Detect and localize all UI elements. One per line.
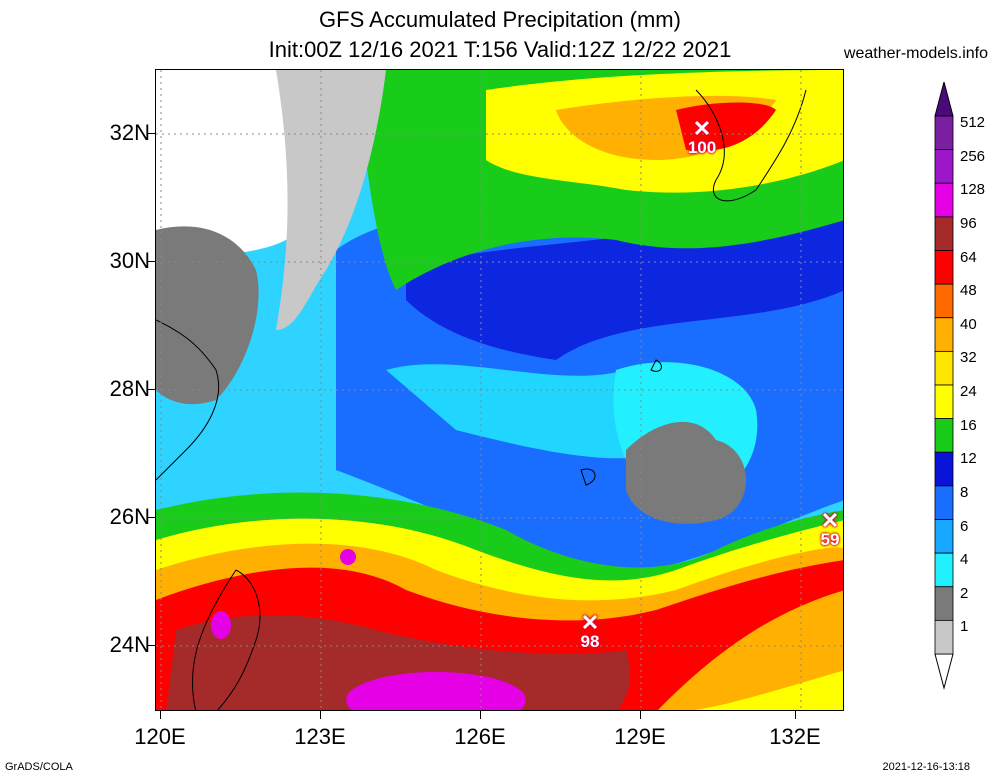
lon-tick (795, 711, 796, 719)
colorbar-label: 24 (960, 383, 977, 400)
colorbar (934, 82, 954, 690)
map-title: GFS Accumulated Precipitation (mm) (319, 7, 681, 32)
colorbar-label: 1 (960, 618, 969, 636)
colorbar-segment (934, 519, 954, 554)
colorbar-segment (934, 115, 954, 151)
lat-label: 24N (109, 632, 150, 657)
lat-label: 28N (109, 376, 150, 401)
colorbar-label: 4 (960, 551, 969, 569)
cross-icon: ✕ (820, 508, 840, 533)
site-credit: weather-models.info (843, 45, 988, 62)
max-marker-south: ✕ 98 (560, 610, 620, 652)
colorbar-segment (934, 250, 954, 285)
colorbar-segment (934, 619, 954, 655)
lat-label: 26N (109, 504, 150, 529)
footer-credit: GrADS/COLA (5, 761, 73, 773)
colorbar-label: 6 (960, 517, 969, 535)
lat-label: 32N (109, 120, 150, 145)
colorbar-segment (934, 552, 954, 588)
lat-label: 30N (109, 248, 150, 273)
colorbar-label: 96 (960, 214, 977, 232)
colorbar-segment (934, 317, 954, 352)
lon-label: 132E (769, 724, 821, 749)
footer-timestamp: 2021-12-16-13:18 (882, 761, 970, 773)
colorbar-bottom-arrow (934, 653, 954, 690)
lat-tick (147, 517, 155, 518)
lon-label: 120E (134, 724, 186, 749)
precipitation-map (155, 69, 844, 711)
colorbar-label: 48 (960, 282, 977, 300)
colorbar-segment (934, 384, 954, 420)
lon-tick (640, 711, 641, 719)
colorbar-segment (934, 283, 954, 319)
cross-icon: ✕ (692, 116, 712, 141)
lat-tick (147, 645, 155, 646)
colorbar-label: 12 (960, 450, 977, 468)
colorbar-segment (934, 216, 954, 251)
colorbar-label: 64 (960, 248, 977, 266)
colorbar-segment (934, 350, 954, 386)
colorbar-segment (934, 182, 954, 218)
lat-tick (147, 261, 155, 262)
cross-icon: ✕ (580, 610, 600, 635)
colorbar-segment (934, 418, 954, 453)
colorbar-label: 8 (960, 483, 969, 501)
colorbar-label: 16 (960, 416, 977, 434)
colorbar-label: 40 (960, 315, 977, 333)
colorbar-label: 2 (960, 584, 969, 602)
precipitation-field (156, 70, 843, 710)
colorbar-label: 512 (960, 114, 986, 131)
lat-tick (147, 389, 155, 390)
lon-tick (480, 711, 481, 719)
colorbar-segment (934, 451, 954, 487)
colorbar-label: 128 (960, 181, 986, 199)
lon-tick (320, 711, 321, 719)
colorbar-label: 256 (960, 147, 986, 165)
lon-tick (160, 711, 161, 719)
lon-label: 123E (294, 724, 346, 749)
lat-tick (147, 133, 155, 134)
colorbar-segment (934, 485, 954, 520)
lon-label: 126E (454, 724, 506, 749)
max-marker-east: ✕ 59 (800, 508, 860, 550)
colorbar-segment (934, 149, 954, 184)
colorbar-top-arrow (934, 82, 954, 117)
colorbar-label: 32 (960, 349, 977, 367)
map-subtitle: Init:00Z 12/16 2021 T:156 Valid:12Z 12/2… (268, 37, 732, 62)
colorbar-segment (934, 586, 954, 621)
lon-label: 129E (614, 724, 666, 749)
max-marker-north: ✕ 100 (672, 116, 732, 158)
